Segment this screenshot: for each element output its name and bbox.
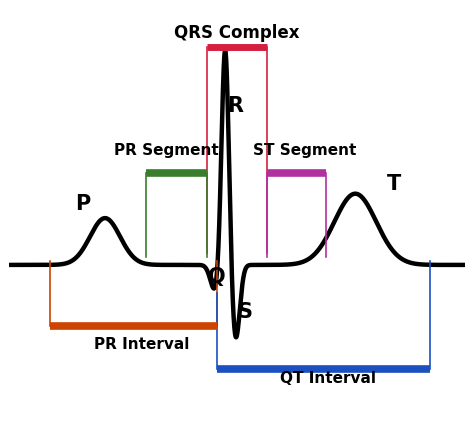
Text: PR Segment: PR Segment — [114, 143, 219, 159]
Text: ST Segment: ST Segment — [253, 143, 356, 159]
Text: R: R — [227, 96, 243, 116]
Text: PR Interval: PR Interval — [94, 337, 189, 352]
Text: S: S — [237, 302, 253, 322]
Text: QT Interval: QT Interval — [280, 371, 376, 386]
Text: P: P — [75, 194, 90, 214]
Text: T: T — [387, 173, 401, 193]
Text: QRS Complex: QRS Complex — [174, 24, 300, 42]
Text: Q: Q — [208, 267, 225, 287]
